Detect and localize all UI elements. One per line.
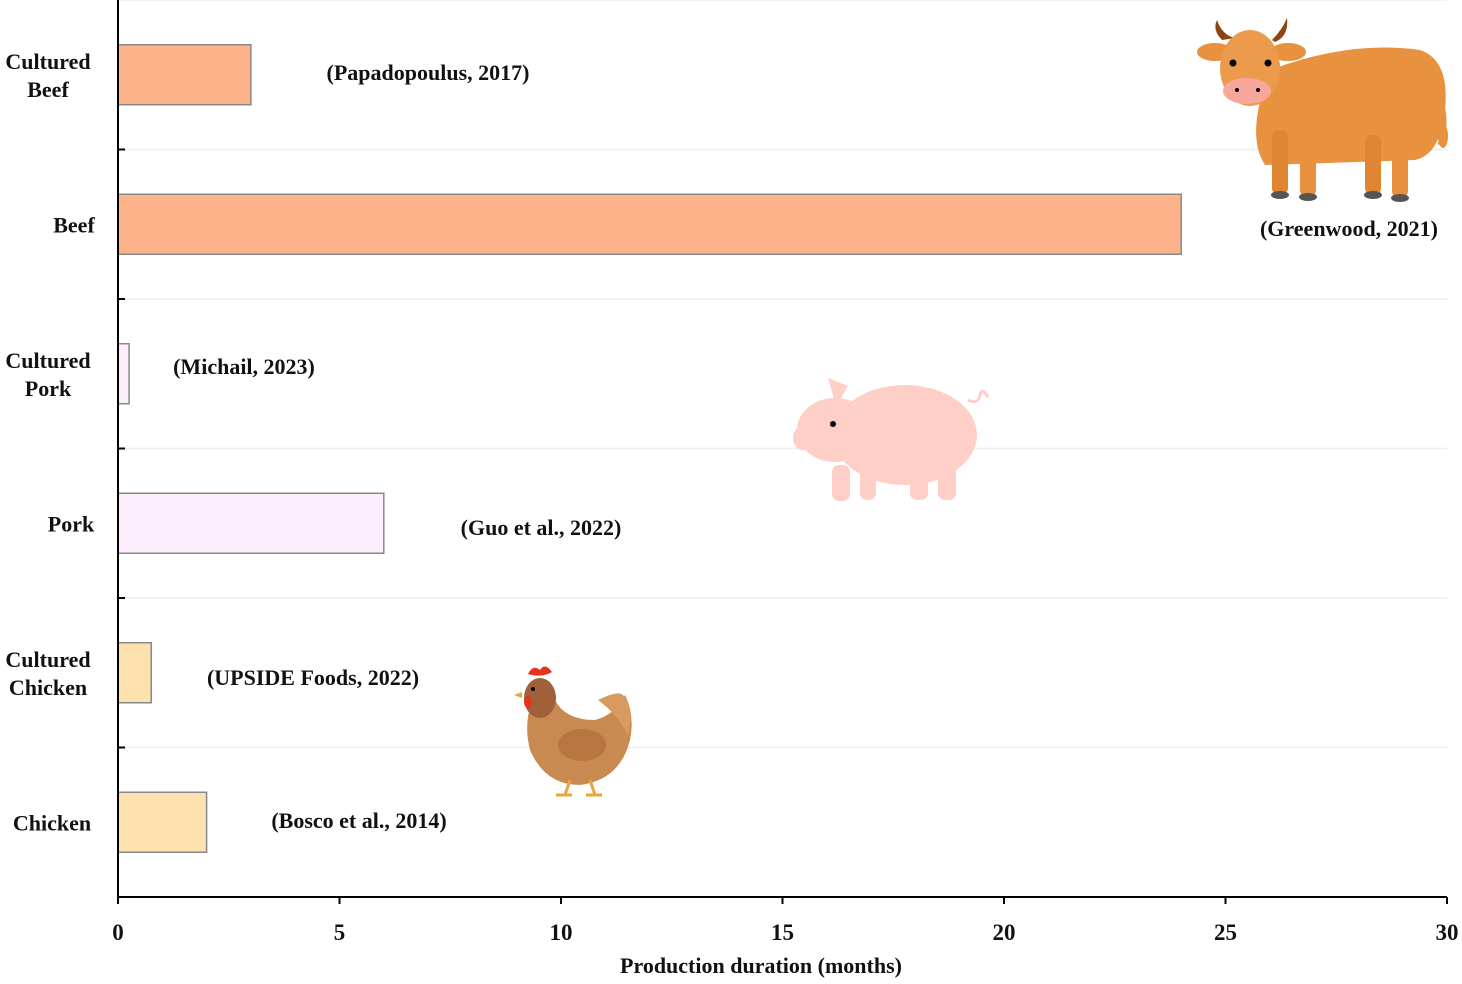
x-tick-label: 10 [550, 920, 573, 945]
y-tick-label-line: Cultured [5, 647, 90, 672]
gridlines [118, 0, 1447, 749]
bar-pork [117, 492, 385, 554]
y-tick-label-line: Pork [25, 376, 72, 401]
bar-cultured-pork [117, 343, 130, 405]
y-tick-label: Chicken [13, 810, 91, 835]
y-tick-label-line: Beef [53, 212, 95, 237]
y-tick-label-line: Pork [48, 511, 95, 536]
y-tick-label-line: Cultured [5, 348, 90, 373]
bar-chicken [117, 791, 208, 853]
y-tick-label-line: Chicken [9, 675, 87, 700]
x-tick-labels: 0 5 10 15 20 25 30 [112, 920, 1458, 945]
bar-annotation: (Michail, 2023) [173, 354, 315, 379]
bar-beef [117, 193, 1182, 255]
annotations: (Papadopoulus, 2017) (Greenwood, 2021) (Mi… [173, 60, 1438, 833]
x-tick-label: 25 [1214, 920, 1237, 945]
y-tick-label: Cultured Chicken [5, 647, 90, 700]
bar-cultured-beef [117, 44, 252, 106]
x-tick-label: 30 [1436, 920, 1459, 945]
y-tick-label: Cultured Beef [5, 49, 90, 102]
y-tick-label: Beef [53, 212, 95, 237]
bar-annotation: (Guo et al., 2022) [461, 515, 622, 540]
bar-annotation: (UPSIDE Foods, 2022) [207, 665, 419, 690]
chicken-icon [514, 666, 632, 797]
x-tick-label: 15 [771, 920, 794, 945]
y-tick-label-line: Beef [27, 77, 69, 102]
axes [117, 0, 1448, 904]
x-axis-label: Production duration (months) [620, 953, 902, 978]
pig-icon [793, 378, 990, 501]
x-tick-label: 5 [334, 920, 346, 945]
y-tick-label: Pork [48, 511, 95, 536]
x-tick-label: 0 [112, 920, 124, 945]
bar-cultured-chicken [117, 642, 152, 704]
x-tick-label: 20 [993, 920, 1016, 945]
bar-annotation: (Greenwood, 2021) [1260, 216, 1438, 241]
cow-icon [1197, 18, 1448, 202]
bar-annotation: (Papadopoulus, 2017) [327, 60, 530, 85]
bar-annotation: (Bosco et al., 2014) [271, 808, 446, 833]
y-tick-label-line: Chicken [13, 810, 91, 835]
y-tick-label-line: Cultured [5, 49, 90, 74]
y-tick-label: Cultured Pork [5, 348, 90, 401]
